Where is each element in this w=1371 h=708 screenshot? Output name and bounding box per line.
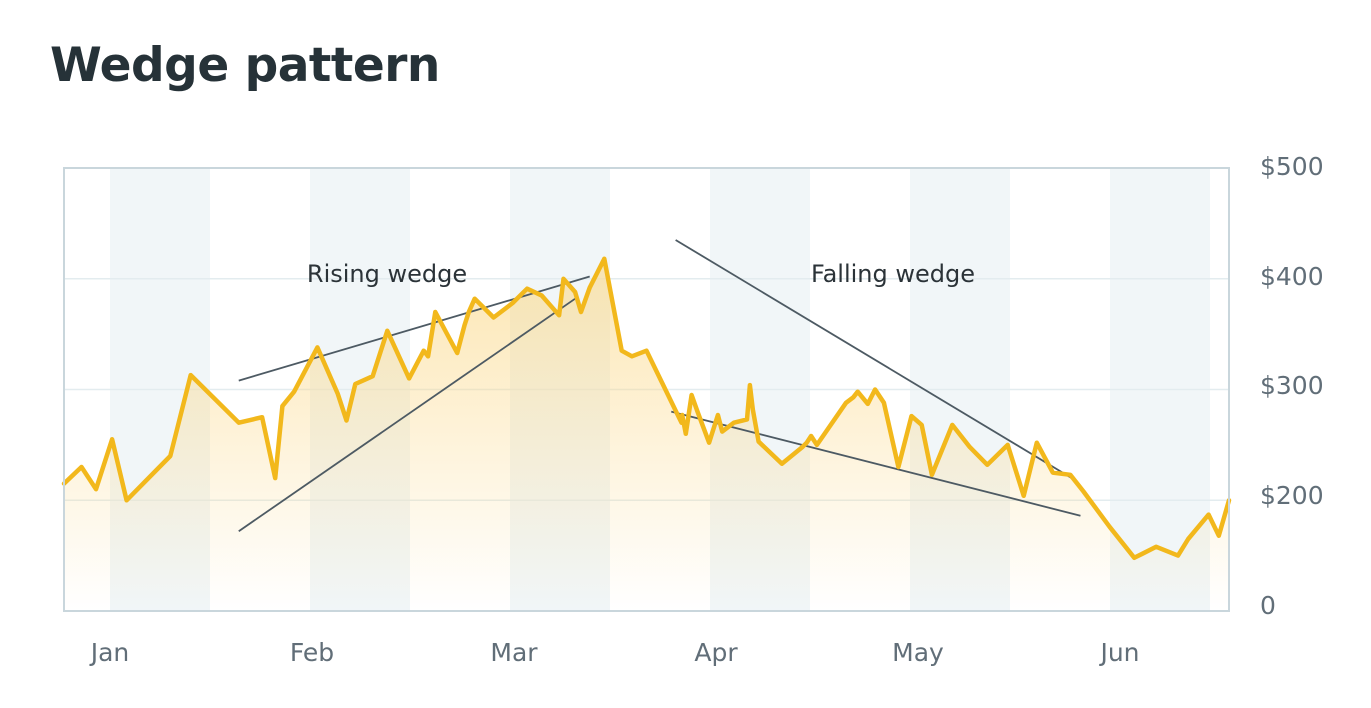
rising-wedge-label: Rising wedge: [307, 260, 467, 288]
x-tick-label: May: [892, 638, 944, 667]
price-line: [61, 256, 1232, 561]
x-tick-label: Jan: [89, 638, 130, 667]
y-axis-ticks: 0 $200 $300 $400 $500: [1260, 152, 1324, 620]
wedge-trendline: [675, 239, 1073, 479]
y-tick-label: $300: [1260, 371, 1324, 400]
price-area: [64, 258, 1229, 611]
x-tick-label: Apr: [694, 638, 738, 667]
wedge-trendline: [238, 297, 576, 533]
y-tick-label: 0: [1260, 591, 1276, 620]
wedge-trendline: [671, 410, 1081, 517]
falling-wedge-label: Falling wedge: [811, 260, 975, 288]
x-tick-label: Feb: [290, 638, 334, 667]
x-tick-label: Mar: [490, 638, 538, 667]
y-tick-label: $500: [1260, 152, 1324, 181]
chart-title: Wedge pattern: [50, 38, 440, 93]
plot-frame: [63, 167, 1230, 612]
y-tick-label: $400: [1260, 262, 1324, 291]
wedge-trendlines: [238, 239, 1081, 533]
wedge-trendline: [238, 275, 590, 382]
x-axis-ticks: Jan Feb Mar Apr May Jun: [89, 638, 1140, 667]
y-tick-label: $200: [1260, 481, 1324, 510]
x-tick-label: Jun: [1098, 638, 1139, 667]
